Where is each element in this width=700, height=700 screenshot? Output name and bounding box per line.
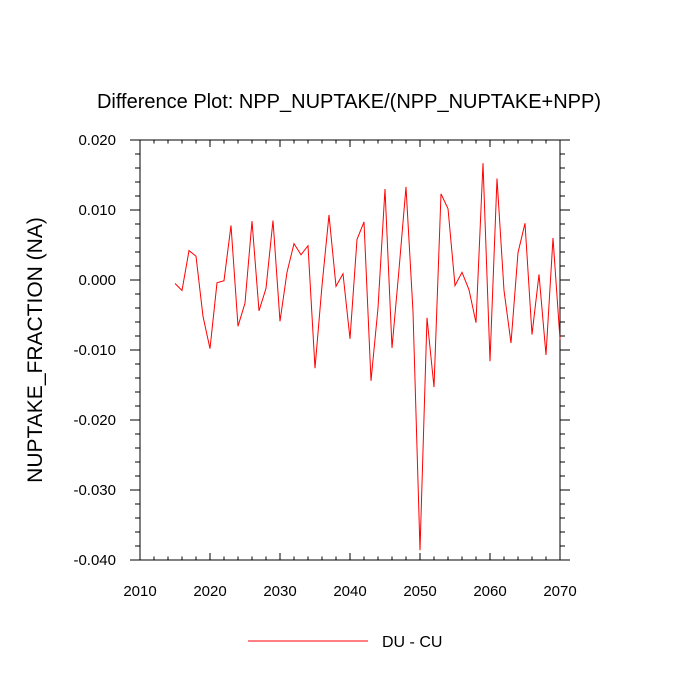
y-tick-label: 0.020	[78, 132, 116, 149]
y-tick-label: -0.030	[73, 482, 116, 499]
y-axis-label: NUPTAKE_FRACTION (NA)	[24, 217, 47, 483]
y-tick-label: 0.010	[78, 202, 116, 219]
x-tick-label: 2060	[473, 583, 506, 600]
y-tick-label: -0.020	[73, 412, 116, 429]
x-tick-label: 2010	[123, 583, 156, 600]
series-group	[174, 163, 561, 551]
x-tick-label: 2070	[543, 583, 576, 600]
y-tick-label: -0.040	[73, 552, 116, 569]
series-line-du-cu	[174, 163, 561, 551]
x-tick-label: 2030	[263, 583, 296, 600]
x-tick-label: 2040	[333, 583, 366, 600]
y-tick-label: 0.000	[78, 272, 116, 289]
x-tick-label: 2020	[193, 583, 226, 600]
axis-ticks	[130, 139, 570, 561]
plot-frame	[139, 139, 561, 561]
x-tick-label: 2050	[403, 583, 436, 600]
legend-label-du-cu: DU - CU	[382, 634, 442, 651]
chart-title: Difference Plot: NPP_NUPTAKE/(NPP_NUPTAK…	[97, 91, 601, 113]
legend: DU - CU	[248, 634, 442, 651]
axis-tick-labels: 2010 2020 2030 2040 2050 2060 2070 0.020 0.010 0.…	[73, 132, 576, 600]
y-tick-label: -0.010	[73, 342, 116, 359]
